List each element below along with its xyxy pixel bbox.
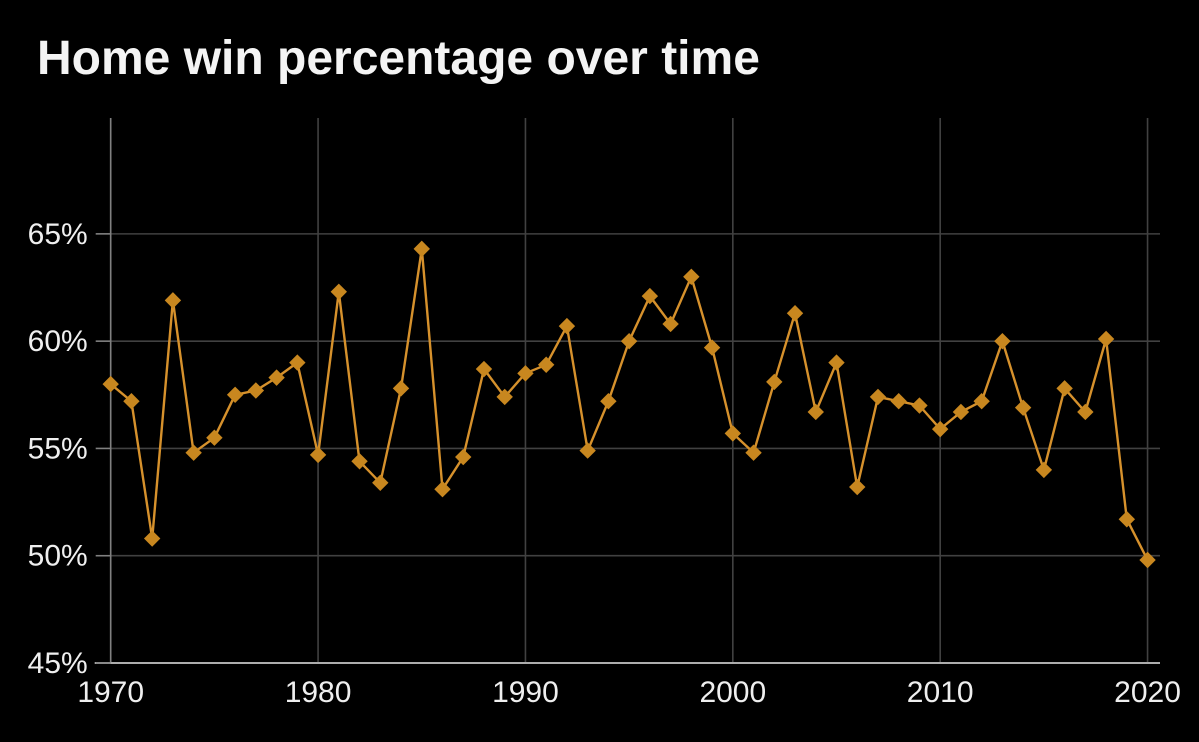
- data-point-marker: [1139, 551, 1156, 569]
- data-point-marker: [952, 403, 970, 421]
- y-tick-label: 65%: [28, 218, 88, 251]
- x-tick-label: 2010: [907, 676, 974, 709]
- data-point-marker: [226, 386, 244, 403]
- data-point-marker: [537, 356, 555, 373]
- data-point-marker: [1014, 399, 1032, 416]
- data-point-marker: [123, 393, 140, 410]
- data-point-markers: [102, 240, 1156, 569]
- data-point-marker: [703, 339, 721, 356]
- data-point-marker: [206, 429, 223, 446]
- data-point-marker: [413, 240, 430, 258]
- data-point-marker: [1077, 403, 1094, 421]
- data-point-marker: [786, 305, 804, 322]
- data-point-marker: [475, 360, 493, 378]
- data-point-marker: [496, 388, 513, 406]
- data-point-marker: [309, 446, 327, 464]
- data-point-marker: [330, 283, 348, 300]
- data-point-marker: [994, 332, 1011, 350]
- data-point-marker: [890, 393, 907, 410]
- x-tick-labels: 1970 1980 1990 2000 2010 2020: [77, 676, 1181, 709]
- data-point-marker: [164, 292, 182, 309]
- data-point-marker: [1056, 380, 1073, 397]
- y-tick-label: 45%: [28, 647, 88, 680]
- y-tick-label: 55%: [28, 432, 88, 465]
- data-point-marker: [662, 315, 679, 333]
- data-point-marker: [724, 425, 742, 442]
- data-point-marker: [641, 287, 659, 305]
- data-point-marker: [1118, 511, 1136, 528]
- y-tick-label: 50%: [28, 540, 88, 573]
- y-tick-labels: 45% 50% 55% 60% 65%: [28, 218, 88, 680]
- data-point-marker: [849, 478, 866, 496]
- data-point-marker: [372, 474, 389, 491]
- data-point-marker: [683, 268, 700, 285]
- data-point-marker: [973, 393, 990, 410]
- y-gridlines: [110, 233, 1160, 557]
- home-win-series-line: [109, 247, 1149, 561]
- data-point-marker: [351, 453, 368, 470]
- data-point-marker: [828, 354, 845, 371]
- data-point-marker: [745, 444, 762, 461]
- data-point-marker: [455, 448, 472, 466]
- x-tick-label: 2020: [1114, 676, 1181, 709]
- x-tick-label: 1980: [285, 676, 352, 709]
- data-point-marker: [102, 375, 119, 393]
- y-tick-label: 60%: [28, 325, 88, 358]
- data-point-marker: [579, 442, 596, 459]
- data-point-marker: [1097, 330, 1115, 348]
- data-point-marker: [185, 444, 202, 461]
- data-point-marker: [766, 373, 783, 391]
- data-point-marker: [931, 420, 949, 438]
- data-point-marker: [517, 365, 534, 382]
- data-point-marker: [911, 397, 928, 414]
- data-point-marker: [289, 354, 306, 371]
- data-point-marker: [558, 317, 576, 335]
- x-tick-label: 1970: [77, 676, 144, 709]
- chart-title: Home win percentage over time: [37, 32, 760, 85]
- x-gridlines: [109, 118, 1149, 663]
- data-point-marker: [434, 481, 451, 498]
- data-point-marker: [869, 388, 887, 406]
- x-tick-label: 1990: [492, 676, 559, 709]
- data-point-marker: [1035, 461, 1053, 479]
- data-point-marker: [268, 369, 285, 386]
- data-point-marker: [392, 380, 410, 397]
- data-point-marker: [247, 382, 265, 399]
- data-point-marker: [143, 530, 161, 547]
- data-point-marker: [620, 332, 638, 350]
- data-point-marker: [600, 393, 617, 410]
- series-line: [109, 247, 1149, 561]
- x-tick-label: 2000: [699, 676, 766, 709]
- data-point-marker: [807, 403, 824, 421]
